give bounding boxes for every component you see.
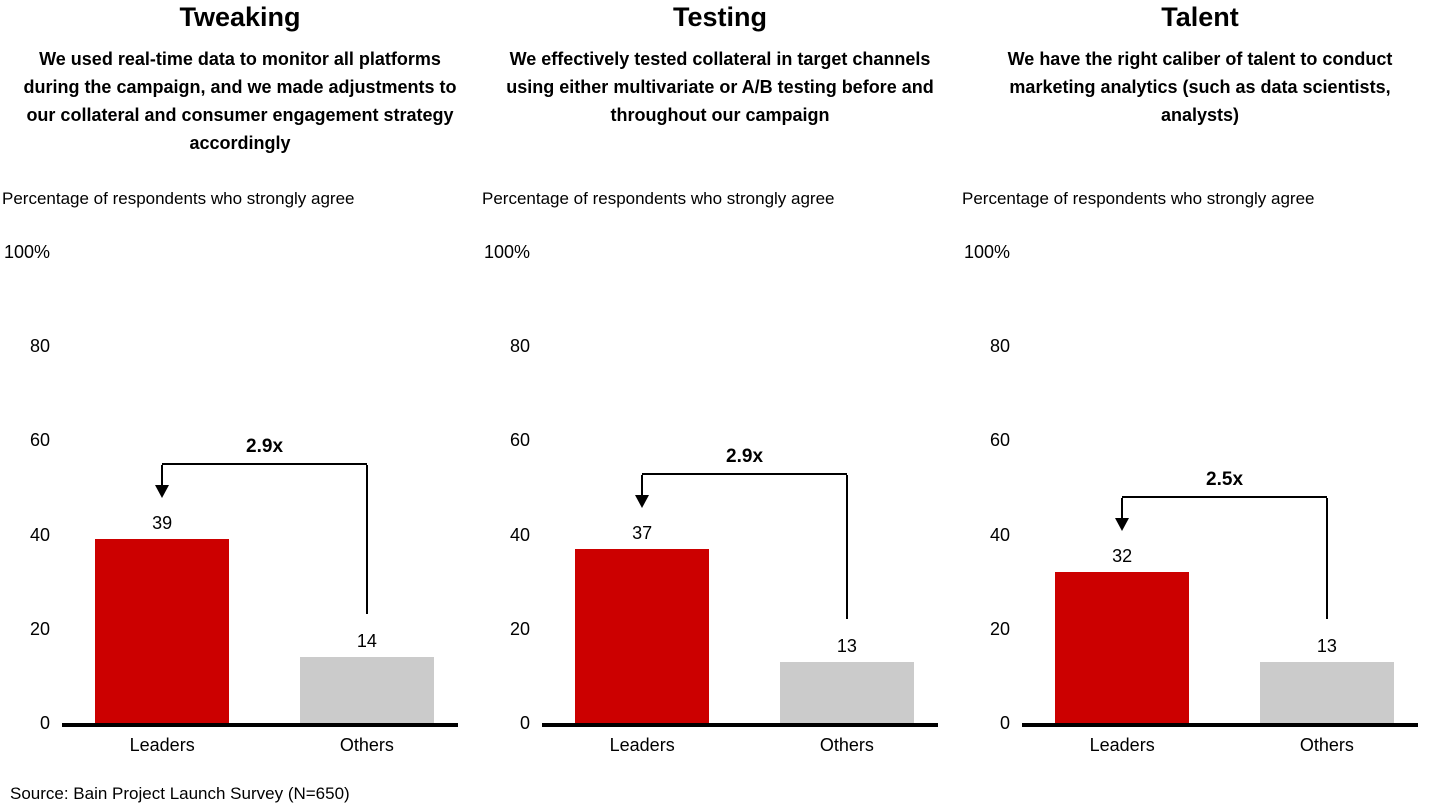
y-axis-caption: Percentage of respondents who strongly a… — [482, 189, 835, 208]
source-note: Source: Bain Project Launch Survey (N=65… — [10, 784, 350, 803]
y-axis-caption: Percentage of respondents who strongly a… — [2, 189, 355, 208]
x-label-others: Others — [339, 735, 394, 755]
arrow-stem — [1121, 498, 1124, 519]
bar-leaders: 32 — [1054, 546, 1190, 723]
y-tick-label: 0 — [39, 713, 50, 733]
y-tick-label: 0 — [999, 713, 1010, 733]
y-tick-label: 100% — [483, 242, 530, 262]
y-tick-label: 100% — [963, 242, 1010, 262]
bracket-vline — [845, 474, 848, 619]
x-axis-labels: Leaders Others — [62, 735, 458, 759]
arrow-down-icon — [1115, 518, 1130, 532]
arrow-down-icon — [155, 485, 170, 499]
panel-title: Testing — [673, 2, 767, 32]
bracket-vline — [1325, 498, 1328, 619]
plot-area: 39 14 2.9x — [62, 252, 458, 727]
bar-others: 13 — [1259, 636, 1395, 723]
x-label-others: Others — [1299, 735, 1354, 755]
panel-title: Tweaking — [179, 2, 301, 32]
bar-others: 14 — [299, 631, 435, 723]
panel-subtitle: We used real-time data to monitor all pl… — [23, 49, 457, 153]
x-label-leaders: Leaders — [609, 735, 675, 755]
bar-value-label: 14 — [356, 631, 377, 652]
multiplier-bracket: 2.5x — [1115, 469, 1328, 619]
arrow-stem — [161, 465, 164, 486]
y-tick-label: 80 — [509, 336, 530, 356]
multiplier-label: 2.9x — [726, 445, 764, 467]
multiplier-bracket: 2.9x — [635, 446, 848, 619]
x-axis-labels: Leaders Others — [1022, 735, 1418, 759]
y-tick-label: 20 — [989, 619, 1010, 639]
panel-tweaking: Tweaking We used real-time data to monit… — [0, 0, 480, 778]
arrow-down-icon — [635, 494, 650, 508]
y-tick-label: 20 — [29, 619, 50, 639]
plot-area: 37 13 2.9x — [542, 252, 938, 727]
panel-talent: Talent We have the right caliber of tale… — [960, 0, 1440, 778]
y-tick-label: 40 — [29, 525, 50, 545]
multiplier-label: 2.9x — [246, 436, 284, 458]
panel-subtitle: We effectively tested collateral in targ… — [506, 49, 934, 125]
multiplier-label: 2.5x — [1206, 469, 1244, 491]
y-tick-label: 40 — [989, 525, 1010, 545]
y-tick-label: 0 — [519, 713, 530, 733]
x-label-others: Others — [819, 735, 874, 755]
y-tick-label: 100% — [3, 242, 50, 262]
panel-subtitle: We have the right caliber of talent to c… — [1007, 49, 1393, 125]
bar-others: 13 — [779, 636, 915, 723]
y-tick-label: 60 — [989, 430, 1010, 450]
bar-value-label: 13 — [1316, 635, 1337, 656]
arrow-stem — [641, 474, 644, 495]
y-tick-label: 80 — [29, 336, 50, 356]
y-tick-label: 20 — [509, 619, 530, 639]
x-label-leaders: Leaders — [1089, 735, 1155, 755]
multiplier-bracket: 2.9x — [155, 436, 368, 615]
y-tick-label: 60 — [29, 430, 50, 450]
bar-value-label: 32 — [1112, 546, 1133, 567]
panel-testing: Testing We effectively tested collateral… — [480, 0, 960, 778]
plot-area: 32 13 2.5x — [1022, 252, 1418, 727]
y-tick-label: 60 — [509, 430, 530, 450]
bar-leaders: 37 — [574, 523, 710, 723]
bar-value-label: 13 — [836, 635, 857, 656]
bar-leaders: 39 — [94, 513, 230, 723]
x-axis-labels: Leaders Others — [542, 735, 938, 759]
chart-panels: Tweaking We used real-time data to monit… — [0, 0, 1440, 778]
panel-title: Talent — [1161, 2, 1239, 32]
y-tick-label: 40 — [509, 525, 530, 545]
bracket-vline — [365, 465, 368, 615]
x-label-leaders: Leaders — [129, 735, 195, 755]
y-tick-label: 80 — [989, 336, 1010, 356]
bar-value-label: 39 — [152, 513, 173, 534]
bar-value-label: 37 — [632, 522, 653, 543]
y-axis-caption: Percentage of respondents who strongly a… — [962, 189, 1315, 208]
